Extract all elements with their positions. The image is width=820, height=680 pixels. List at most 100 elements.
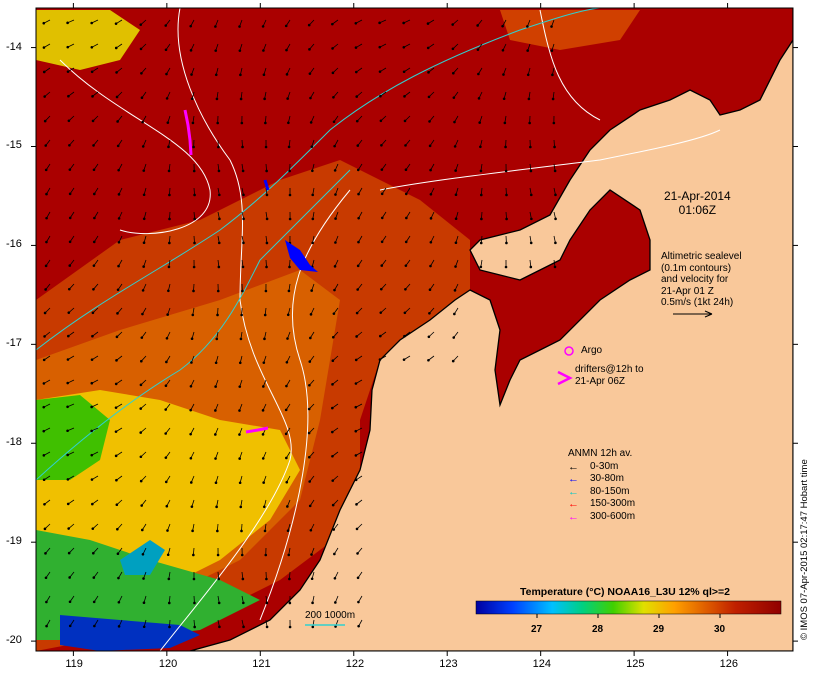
velocity-arrowhead bbox=[238, 409, 241, 412]
date-title: 21-Apr-2014 01:06Z bbox=[664, 189, 731, 217]
velocity-arrowhead bbox=[189, 24, 193, 28]
anmn-legend-row: ← 30-80m bbox=[568, 473, 635, 486]
velocity-arrowhead bbox=[216, 121, 219, 125]
velocity-arrowhead bbox=[451, 359, 455, 363]
velocity-arrowhead bbox=[264, 121, 267, 125]
velocity-arrowhead bbox=[115, 478, 118, 482]
velocity-arrowhead bbox=[164, 384, 168, 387]
velocity-arrowhead bbox=[288, 625, 292, 629]
velocity-arrowhead bbox=[66, 381, 69, 385]
velocity-arrowhead bbox=[92, 168, 96, 172]
velocity-arrowhead bbox=[140, 528, 144, 532]
velocity-arrowhead bbox=[477, 72, 480, 76]
argo-label: Argo bbox=[581, 345, 603, 356]
colorbar-tick-label: 27 bbox=[531, 624, 543, 635]
velocity-arrowhead bbox=[427, 335, 431, 339]
velocity-arrowhead bbox=[167, 169, 171, 173]
velocity-arrowhead bbox=[91, 311, 95, 315]
velocity-arrowhead bbox=[93, 216, 96, 220]
velocity-arrowhead bbox=[90, 478, 94, 481]
velocity-arrowhead bbox=[310, 577, 314, 581]
velocity-arrowhead bbox=[526, 49, 529, 52]
velocity-arrowhead bbox=[164, 432, 167, 435]
velocity-arrowhead bbox=[284, 24, 288, 28]
velocity-arrowhead bbox=[307, 431, 311, 435]
velocity-arrowhead bbox=[502, 97, 506, 101]
velocity-arrowhead bbox=[43, 119, 47, 123]
velocity-arrowhead bbox=[356, 168, 360, 172]
velocity-arrowhead bbox=[288, 193, 292, 197]
colorbar-tick-label: 29 bbox=[653, 624, 665, 635]
sea-orange-patch-ne bbox=[500, 10, 640, 50]
altimetry-line: 21-Apr 01 Z bbox=[661, 285, 714, 297]
sea-yellow-patch-nw bbox=[36, 10, 140, 70]
velocity-arrowhead bbox=[354, 478, 358, 482]
velocity-arrowhead bbox=[331, 406, 334, 410]
velocity-arrowhead bbox=[190, 337, 194, 341]
velocity-arrowhead bbox=[114, 46, 118, 50]
velocity-arrowhead bbox=[215, 97, 219, 101]
arrow-left-icon: ← bbox=[568, 498, 579, 510]
velocity-arrowhead bbox=[331, 383, 334, 386]
velocity-arrowhead bbox=[479, 169, 483, 173]
velocity-arrowhead bbox=[479, 241, 483, 245]
velocity-arrowhead bbox=[190, 361, 193, 364]
velocity-arrowhead bbox=[191, 529, 194, 533]
velocity-arrowhead bbox=[45, 216, 48, 220]
velocity-arrowhead bbox=[216, 313, 219, 317]
velocity-arrowhead bbox=[216, 289, 220, 293]
velocity-arrowhead bbox=[92, 576, 96, 579]
velocity-arrowhead bbox=[505, 241, 508, 245]
velocity-arrowhead bbox=[262, 505, 266, 509]
velocity-arrowhead bbox=[265, 241, 269, 245]
velocity-arrowhead bbox=[479, 265, 483, 269]
velocity-arrowhead bbox=[551, 97, 555, 101]
velocity-arrowhead bbox=[218, 625, 221, 629]
velocity-arrowhead bbox=[139, 455, 143, 459]
velocity-arrowhead bbox=[164, 480, 168, 484]
lon-label: 121 bbox=[252, 658, 271, 670]
velocity-arrowhead bbox=[166, 553, 170, 557]
velocity-arrowhead bbox=[554, 217, 557, 221]
anmn-legend-title: ANMN 12h av. bbox=[568, 448, 633, 459]
velocity-arrowhead bbox=[404, 192, 408, 196]
velocity-arrowhead bbox=[287, 553, 291, 557]
velocity-arrowhead bbox=[263, 97, 266, 101]
velocity-arrowhead bbox=[117, 240, 121, 244]
velocity-arrowhead bbox=[116, 552, 120, 555]
velocity-arrowhead bbox=[68, 264, 72, 267]
velocity-arrowhead bbox=[192, 169, 196, 173]
velocity-arrowhead bbox=[331, 47, 334, 50]
velocity-arrowhead bbox=[403, 311, 407, 315]
velocity-arrowhead bbox=[214, 73, 218, 77]
sealevel-contour bbox=[259, 189, 351, 621]
velocity-arrowhead bbox=[309, 121, 313, 124]
velocity-arrowhead bbox=[379, 94, 382, 98]
velocity-arrowhead bbox=[286, 313, 290, 317]
velocity-arrowhead bbox=[44, 552, 47, 555]
velocity-arrowhead bbox=[43, 527, 47, 531]
velocity-arrowhead bbox=[380, 192, 384, 196]
arrow-left-icon: ← bbox=[568, 460, 579, 473]
velocity-arrowhead bbox=[404, 287, 407, 291]
velocity-arrowhead bbox=[354, 429, 358, 433]
velocity-arrowhead bbox=[429, 264, 432, 268]
velocity-arrowhead bbox=[528, 121, 531, 125]
velocity-arrowhead bbox=[261, 25, 265, 28]
velocity-arrowhead bbox=[192, 577, 196, 581]
velocity-arrowhead bbox=[214, 361, 218, 365]
velocity-arrowhead bbox=[355, 527, 359, 531]
velocity-arrowhead bbox=[264, 145, 268, 149]
velocity-arrowhead bbox=[67, 119, 71, 123]
velocity-arrowhead bbox=[288, 169, 291, 173]
velocity-arrowhead bbox=[42, 21, 46, 25]
velocity-arrowhead bbox=[66, 453, 69, 457]
velocity-arrowhead bbox=[356, 144, 360, 147]
velocity-arrowhead bbox=[91, 502, 94, 506]
velocity-arrowhead bbox=[217, 169, 221, 173]
velocity-arrowhead bbox=[241, 265, 245, 269]
velocity-arrowhead bbox=[354, 454, 358, 457]
velocity-arrowhead bbox=[140, 96, 144, 100]
velocity-arrowhead bbox=[92, 600, 96, 604]
velocity-arrowhead bbox=[216, 529, 219, 533]
